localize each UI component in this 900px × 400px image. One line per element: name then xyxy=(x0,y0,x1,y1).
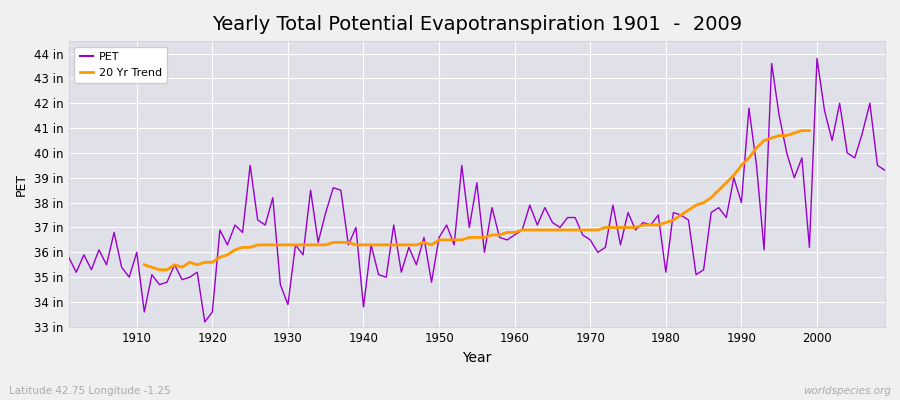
Y-axis label: PET: PET xyxy=(15,172,28,196)
Text: Latitude 42.75 Longitude -1.25: Latitude 42.75 Longitude -1.25 xyxy=(9,386,171,396)
X-axis label: Year: Year xyxy=(463,351,491,365)
Legend: PET, 20 Yr Trend: PET, 20 Yr Trend xyxy=(75,47,167,83)
Text: worldspecies.org: worldspecies.org xyxy=(803,386,891,396)
Title: Yearly Total Potential Evapotranspiration 1901  -  2009: Yearly Total Potential Evapotranspiratio… xyxy=(212,15,742,34)
